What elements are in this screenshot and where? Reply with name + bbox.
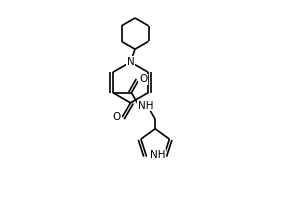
Text: NH: NH — [138, 101, 153, 111]
Text: NH: NH — [150, 150, 165, 160]
Text: N: N — [148, 150, 156, 160]
Text: O: O — [139, 74, 147, 84]
Text: O: O — [113, 112, 121, 122]
Text: N: N — [127, 57, 134, 67]
